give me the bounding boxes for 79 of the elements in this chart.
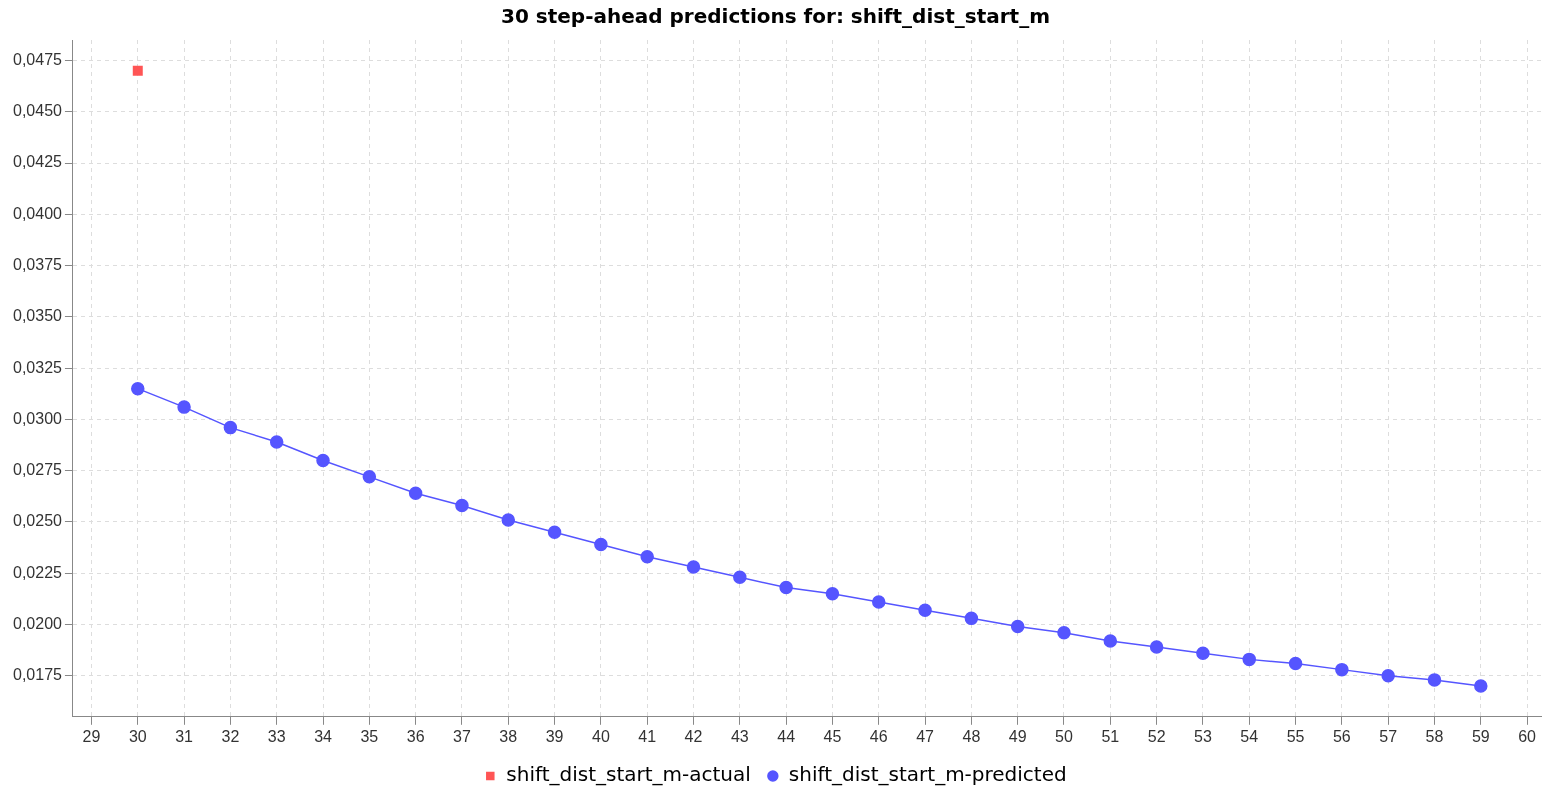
x-tick-label: 33: [267, 727, 286, 745]
y-tick-label: 0,0450: [13, 102, 63, 120]
x-tick-label: 38: [499, 727, 518, 745]
point: [964, 611, 979, 626]
y-tick-label: 0,0400: [13, 204, 63, 222]
y-tick-label: 0,0325: [13, 358, 63, 376]
point: [733, 570, 747, 585]
y-tick-label: 0,0200: [13, 614, 63, 632]
legend-label: shift_dist_start_m-actual: [506, 762, 751, 787]
y-tick-label: 0,0300: [13, 409, 63, 427]
point: [223, 420, 238, 435]
x-tick-label: 50: [1055, 727, 1073, 745]
point: [547, 525, 562, 539]
legend-label: shift_dist_start_m-predicted: [788, 762, 1067, 787]
x-tick-label: 32: [221, 727, 240, 745]
x-tick-label: 34: [314, 727, 333, 745]
point: [131, 381, 145, 396]
x-tick-label: 31: [175, 727, 194, 745]
x-tick-label: 35: [360, 727, 379, 745]
point: [269, 435, 284, 449]
x-tick-label: 47: [916, 727, 935, 745]
point: [501, 513, 516, 527]
point: [1057, 625, 1071, 640]
y-tick-label: 0,0350: [13, 307, 63, 325]
x-tick-label: 43: [730, 727, 749, 745]
point: [1288, 656, 1303, 671]
x-tick-label: 53: [1194, 727, 1212, 745]
point: [825, 587, 840, 601]
x-tick-label: 46: [869, 727, 888, 745]
point: [1242, 652, 1256, 667]
x-tick-label: 29: [82, 727, 101, 745]
point: [918, 603, 932, 617]
x-tick-label: 60: [1518, 727, 1537, 745]
y-tick-label: 0,0175: [13, 666, 63, 684]
x-tick-label: 41: [638, 727, 657, 745]
y-tick-label: 0,0250: [13, 512, 63, 530]
x-tick-label: 40: [591, 727, 610, 745]
x-tick-label: 45: [823, 727, 842, 745]
point: [132, 65, 143, 76]
point: [779, 580, 793, 595]
point: [1196, 646, 1210, 660]
y-tick-label: 0,0425: [13, 153, 63, 171]
point: [455, 498, 469, 513]
x-tick-label: 48: [962, 727, 981, 745]
point: [594, 537, 608, 552]
x-tick-label: 55: [1286, 727, 1305, 745]
point: [1427, 673, 1442, 687]
point: [1474, 679, 1488, 693]
x-tick-label: 59: [1471, 727, 1490, 745]
point: [362, 470, 377, 484]
point: [872, 595, 886, 609]
x-tick-label: 37: [453, 727, 471, 745]
y-tick-label: 0,0275: [13, 461, 63, 479]
x-tick-label: 49: [1008, 727, 1027, 745]
y-tick-label: 0,0225: [13, 563, 63, 581]
x-tick-label: 57: [1379, 727, 1398, 745]
x-tick-label: 44: [777, 727, 796, 745]
chart-title: 30 step-ahead predictions for: shift_dist_start_m: [501, 4, 1050, 29]
x-tick-label: 51: [1101, 727, 1120, 745]
x-tick-label: 42: [684, 727, 703, 745]
x-tick-label: 36: [406, 727, 425, 745]
point: [408, 486, 423, 500]
point: [686, 560, 701, 574]
point: [177, 400, 191, 414]
y-tick-label: 0,0375: [13, 256, 63, 274]
x-tick-label: 54: [1240, 727, 1259, 745]
point: [1381, 669, 1395, 683]
x-tick-label: 52: [1147, 727, 1166, 745]
point: [316, 453, 330, 468]
point: [1103, 634, 1118, 648]
point: [1010, 619, 1025, 634]
point: [1335, 662, 1349, 677]
x-tick-label: 30: [128, 727, 147, 745]
x-tick-label: 58: [1425, 727, 1444, 745]
x-tick-label: 39: [545, 727, 564, 745]
x-tick-label: 56: [1332, 727, 1351, 745]
y-tick-label: 0,0475: [13, 50, 63, 68]
point: [640, 550, 654, 564]
point: [1149, 640, 1164, 654]
